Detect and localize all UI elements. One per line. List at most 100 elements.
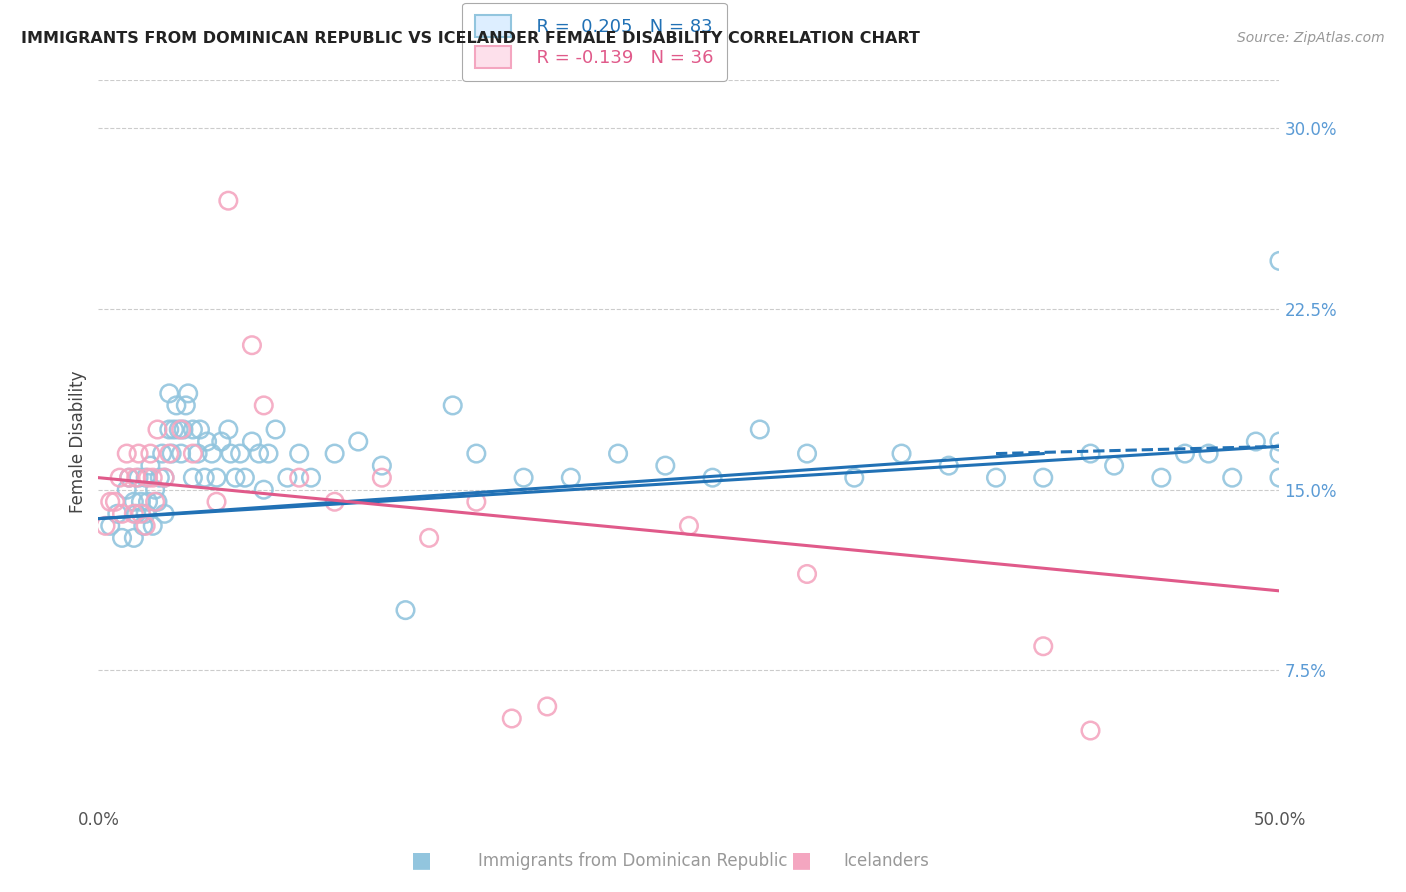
Point: [143, 483, 166, 497]
Point: [94, 518, 117, 533]
Point: [194, 470, 217, 484]
Point: [264, 422, 287, 436]
Point: [111, 531, 134, 545]
Point: [146, 422, 169, 436]
Point: [371, 458, 394, 473]
Point: [323, 494, 346, 508]
Point: [253, 398, 276, 412]
Text: ■: ■: [792, 850, 811, 870]
Point: [209, 434, 232, 449]
Text: ■: ■: [412, 850, 432, 870]
Point: [153, 470, 176, 484]
Point: [323, 446, 346, 460]
Point: [678, 518, 700, 533]
Point: [702, 470, 724, 484]
Point: [122, 494, 145, 508]
Point: [118, 470, 141, 484]
Point: [98, 494, 121, 508]
Point: [104, 494, 127, 508]
Point: [247, 446, 270, 460]
Point: [157, 422, 180, 436]
Point: [371, 470, 394, 484]
Point: [465, 446, 488, 460]
Point: [441, 398, 464, 412]
Point: [607, 446, 630, 460]
Point: [146, 494, 169, 508]
Point: [170, 422, 193, 436]
Point: [984, 470, 1007, 484]
Point: [560, 470, 582, 484]
Point: [98, 518, 121, 533]
Point: [111, 507, 134, 521]
Point: [654, 458, 676, 473]
Point: [142, 470, 165, 484]
Point: [143, 494, 166, 508]
Point: [129, 507, 152, 521]
Point: [174, 398, 197, 412]
Point: [125, 507, 148, 521]
Point: [1198, 446, 1220, 460]
Point: [1102, 458, 1125, 473]
Point: [170, 446, 193, 460]
Point: [181, 470, 204, 484]
Point: [938, 458, 960, 473]
Point: [163, 422, 186, 436]
Y-axis label: Female Disability: Female Disability: [69, 370, 87, 513]
Legend:   R =  0.205   N = 83,   R = -0.139   N = 36: R = 0.205 N = 83, R = -0.139 N = 36: [463, 3, 727, 81]
Point: [122, 507, 145, 521]
Point: [132, 518, 155, 533]
Point: [299, 470, 322, 484]
Text: Immigrants from Dominican Republic: Immigrants from Dominican Republic: [478, 852, 787, 870]
Point: [1150, 470, 1173, 484]
Point: [1268, 470, 1291, 484]
Point: [157, 386, 180, 401]
Point: [135, 518, 157, 533]
Point: [1268, 446, 1291, 460]
Point: [150, 446, 173, 460]
Point: [136, 494, 159, 508]
Point: [1268, 253, 1291, 268]
Point: [108, 470, 131, 484]
Point: [224, 470, 246, 484]
Point: [201, 446, 224, 460]
Point: [205, 470, 228, 484]
Point: [153, 507, 176, 521]
Point: [1032, 639, 1054, 653]
Point: [167, 422, 190, 436]
Point: [172, 422, 194, 436]
Point: [1080, 723, 1102, 738]
Point: [536, 699, 558, 714]
Point: [160, 446, 183, 460]
Point: [276, 470, 298, 484]
Point: [229, 446, 252, 460]
Point: [219, 446, 242, 460]
Point: [149, 470, 172, 484]
Point: [394, 603, 416, 617]
Text: IMMIGRANTS FROM DOMINICAN REPUBLIC VS ICELANDER FEMALE DISABILITY CORRELATION CH: IMMIGRANTS FROM DOMINICAN REPUBLIC VS IC…: [21, 31, 920, 46]
Point: [465, 494, 488, 508]
Point: [844, 470, 866, 484]
Point: [512, 470, 534, 484]
Point: [217, 422, 239, 436]
Point: [115, 446, 138, 460]
Point: [181, 422, 204, 436]
Point: [139, 458, 162, 473]
Point: [181, 446, 204, 460]
Point: [153, 470, 176, 484]
Point: [796, 567, 818, 582]
Point: [1032, 470, 1054, 484]
Point: [115, 483, 138, 497]
Point: [139, 446, 162, 460]
Point: [135, 470, 157, 484]
Point: [288, 446, 311, 460]
Point: [257, 446, 280, 460]
Point: [188, 422, 211, 436]
Point: [240, 434, 263, 449]
Point: [187, 446, 209, 460]
Text: Icelanders: Icelanders: [844, 852, 929, 870]
Point: [1080, 446, 1102, 460]
Point: [501, 712, 523, 726]
Point: [1268, 434, 1291, 449]
Point: [748, 422, 770, 436]
Point: [142, 518, 165, 533]
